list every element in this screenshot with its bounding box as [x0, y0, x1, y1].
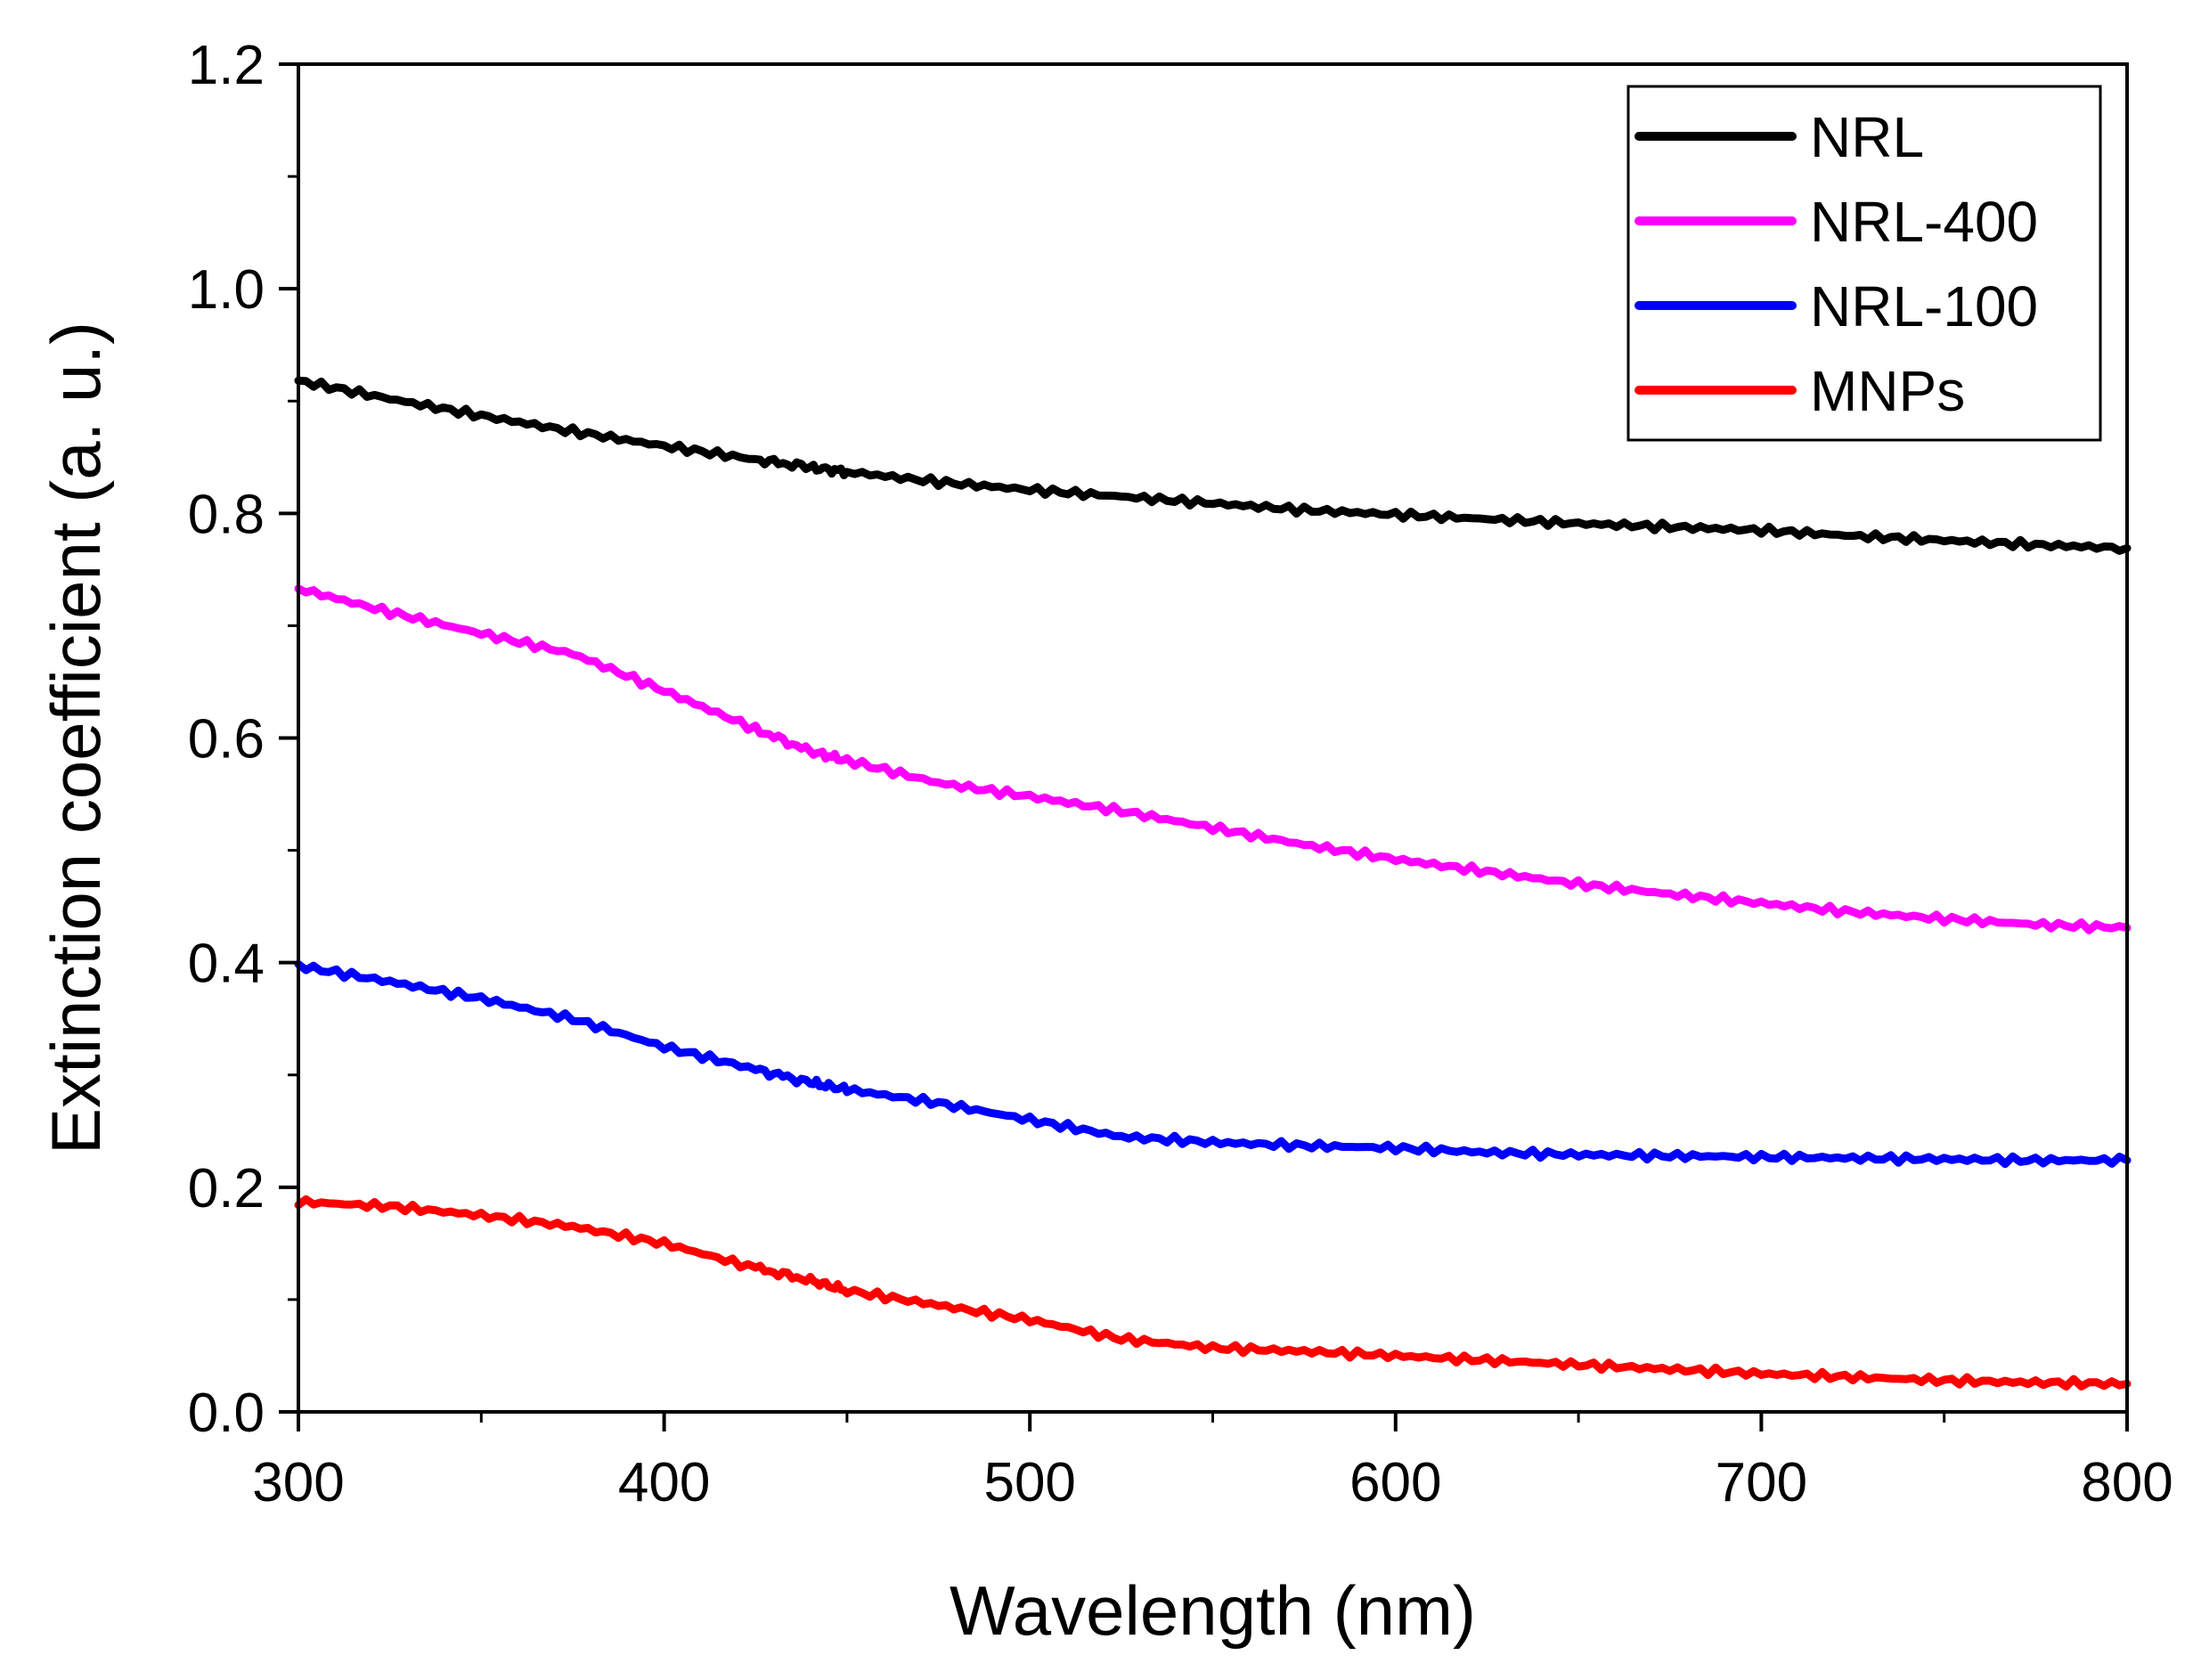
legend-label-nrl: NRL — [1810, 105, 1924, 169]
y-axis-title: Extinction coefficient (a. u.) — [37, 322, 115, 1154]
legend-label-nrl-400: NRL-400 — [1810, 190, 2038, 254]
series-line-mnps — [294, 1195, 2132, 1390]
y-tick-label: 1.0 — [188, 259, 265, 321]
x-tick-label: 400 — [618, 1452, 710, 1513]
legend-label-mnps: MNPs — [1810, 359, 1965, 423]
y-tick-label: 0.8 — [188, 484, 265, 545]
series-line-nrl-400 — [294, 584, 2132, 934]
x-axis-title: Wavelength (nm) — [950, 1571, 1476, 1650]
x-tick-label: 300 — [252, 1452, 344, 1513]
y-tick-label: 0.0 — [188, 1382, 265, 1444]
x-tick-label: 800 — [2081, 1452, 2172, 1513]
y-tick-label: 0.4 — [188, 934, 265, 995]
legend-label-nrl-100: NRL-100 — [1810, 274, 2038, 338]
series-line-nrl — [294, 376, 2132, 555]
y-tick-label: 0.6 — [188, 709, 265, 771]
x-tick-label: 700 — [1716, 1452, 1807, 1513]
y-tick-label: 0.2 — [188, 1158, 265, 1219]
x-tick-label: 500 — [983, 1452, 1075, 1513]
legend: NRL NRL-400 NRL-100 MNPs — [1626, 85, 2102, 442]
x-tick-label: 600 — [1349, 1452, 1441, 1513]
axes: 300 400 500 600 700 800 0.0 0.2 0.4 0.6 0.8 1.0 1.2 W… — [37, 35, 2173, 1650]
series-line-nrl-100 — [294, 959, 2132, 1169]
y-tick-label: 1.2 — [188, 35, 265, 96]
series-layer — [294, 376, 2132, 1390]
legend-box — [1626, 85, 2102, 442]
